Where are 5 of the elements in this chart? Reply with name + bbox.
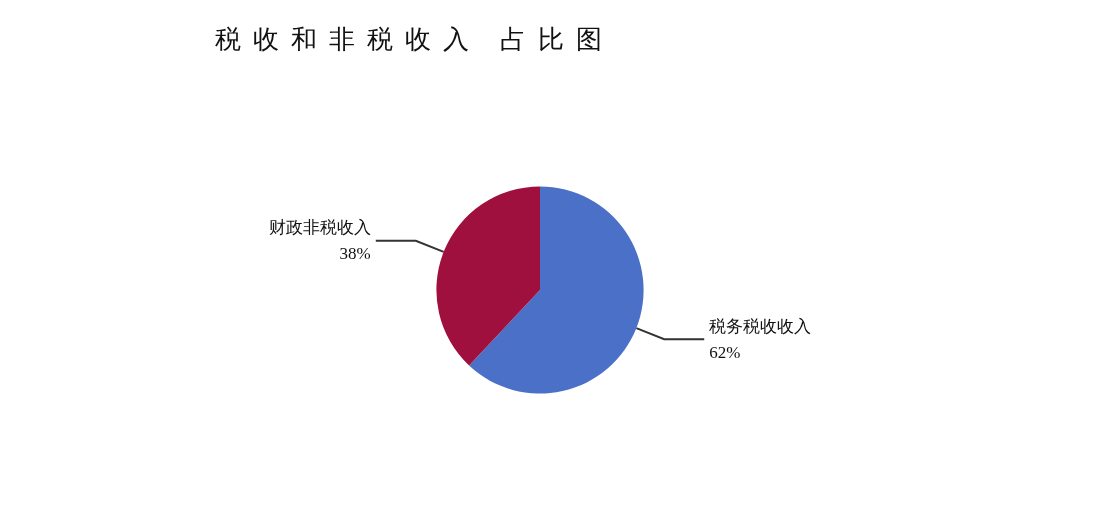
chart-title: 税收和非税收入 占比图 [215,24,614,56]
data-label: 62% [709,342,741,362]
slice-label: 税务税收收入 [709,316,812,336]
data-label: 38% [339,244,371,264]
slice-label: 财政非税收入 [268,218,371,238]
